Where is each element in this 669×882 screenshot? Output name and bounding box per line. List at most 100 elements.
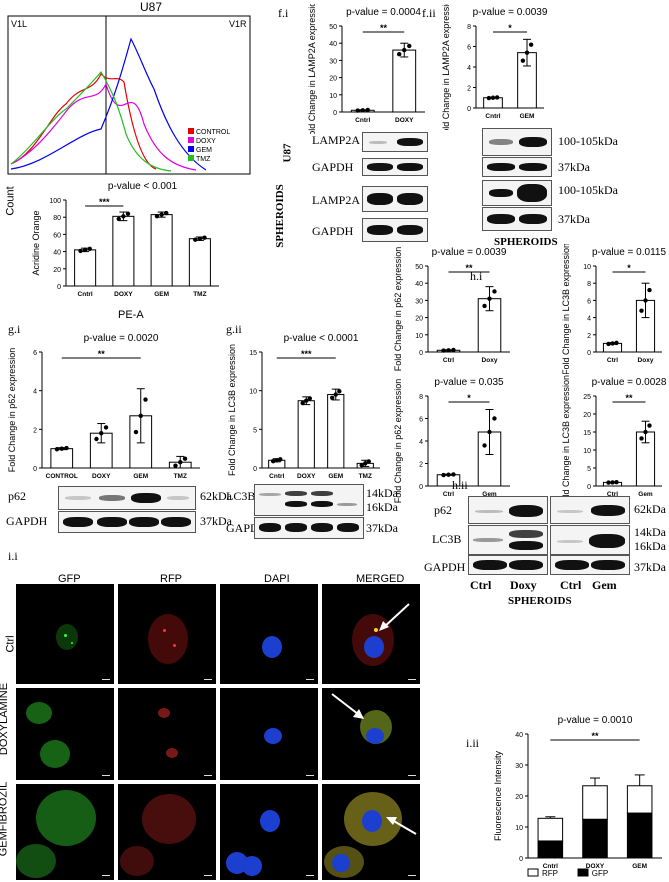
chart-title: p-value = 0.0115 (592, 247, 666, 258)
bar-rfp (537, 817, 564, 842)
y-tick-label: 40 (415, 281, 423, 288)
y-tick-label: 4 (467, 65, 471, 72)
hii-lane-gem: Gem (592, 578, 617, 592)
data-point (164, 210, 169, 216)
y-tick-label: 4 (419, 439, 423, 446)
mic-doxy-merged (322, 688, 420, 780)
y-tick-label: 0 (467, 106, 471, 113)
y-tick-label: 40 (515, 732, 523, 739)
x-tick-label: DOXY (586, 863, 605, 870)
chart-ylabel: Fold Change in p62 expression (393, 247, 403, 372)
gii-protein-lc3b: LC3B (226, 489, 256, 503)
bar (297, 400, 315, 469)
flow-legend: CONTROL DOXY GEM TMZ (188, 128, 230, 164)
y-tick-label: 50 (329, 24, 337, 31)
kda-gii-14: 14kDa (366, 486, 398, 500)
legend-gem: GEM (188, 146, 230, 155)
data-point (87, 246, 92, 252)
x-tick-label: GEM (632, 863, 647, 870)
chart-title: p-value < 0.001 (108, 181, 178, 192)
kda-sph-gapdh: 37kDa (558, 212, 590, 226)
chart-fii: p-value = 0.0039 Fold Change in LAMP2A ex… (441, 4, 548, 130)
data-point (647, 423, 652, 428)
data-point (492, 416, 497, 421)
chart-fi: p-value = 0.0004 Fold Change in LAMP2A ex… (307, 4, 425, 134)
data-point (487, 429, 492, 435)
y-tick-label: 20 (53, 267, 61, 274)
y-tick-label: 20 (515, 794, 523, 801)
blot-hii-p62-doxy (468, 496, 548, 524)
legend-swatch-control (188, 128, 194, 134)
chart-ylabel: Fluorescence Intensity (493, 750, 503, 841)
x-tick-label: DOXY (92, 473, 111, 480)
y-tick-label: 20 (329, 76, 337, 83)
chart-ylabel: Fold Change in p62 expression (393, 379, 403, 504)
data-point (446, 348, 451, 353)
y-tick-label: 2 (467, 86, 471, 93)
y-tick-label: 4 (33, 389, 37, 396)
data-point (451, 347, 456, 353)
data-point (359, 463, 364, 468)
data-point (441, 472, 446, 478)
kda-hii-gapdh: 37kDa (634, 560, 666, 574)
y-tick-label: 100 (49, 198, 61, 205)
data-point (643, 429, 648, 435)
data-point (606, 341, 611, 347)
mic-doxy-dapi (220, 688, 318, 780)
data-point (133, 429, 139, 435)
legend-label-gem: GEM (196, 147, 212, 154)
x-tick-label: CONTROL (46, 473, 78, 480)
bar-gfp (537, 840, 564, 859)
chart-ylabel: Fold Change in LAMP2A expression (307, 4, 317, 134)
gi-protein-p62: p62 (8, 489, 26, 503)
flow-xlabel: PE-A (118, 309, 144, 321)
blot-row-label-u87: U87 (281, 143, 294, 163)
y-tick-label: 0 (333, 110, 337, 117)
data-point (197, 236, 203, 241)
y-tick-label: 0 (419, 484, 423, 491)
chart-gii: p-value < 0.0001 Fold Change in LC3B expr… (227, 333, 380, 480)
chart-hi-p62-doxy: p-value = 0.0039 Fold Change in p62 expre… (393, 247, 510, 372)
chart-title: p-value = 0.0020 (84, 333, 159, 344)
data-point (360, 108, 365, 113)
y-tick-label: 50 (415, 264, 423, 271)
data-point (333, 392, 338, 397)
y-tick-label: 25 (583, 394, 591, 401)
bar (392, 49, 417, 113)
data-point (366, 459, 372, 464)
data-point (614, 340, 619, 346)
data-point (270, 458, 276, 464)
data-point (116, 216, 121, 222)
chart-title: p-value = 0.035 (434, 377, 504, 388)
chart-iii: p-value = 0.0010 Fluorescence Intensity 0 1… (493, 715, 662, 878)
x-tick-label: Ctrl (443, 357, 454, 364)
panel-label-hii: h.ii (452, 478, 468, 492)
gi-protein-gapdh: GAPDH (6, 514, 48, 528)
y-tick-label: 0 (519, 856, 523, 863)
chart-ylabel: Fold Change in LC3B expression (561, 244, 571, 374)
x-tick-label: TMZ (359, 473, 372, 480)
legend-doxy: DOXY (188, 137, 230, 146)
panel-label-gii: g.ii (226, 322, 242, 336)
x-tick-label: GEM (154, 291, 169, 298)
data-point (528, 42, 534, 47)
x-tick-label: TMZ (193, 291, 206, 298)
kda-gi-gapdh: 37kDa (200, 514, 232, 528)
blot-hii-lc3b-gem (550, 525, 630, 555)
y-tick-label: 10 (415, 333, 423, 340)
data-point (274, 458, 279, 463)
arrow-icon (386, 817, 417, 835)
data-point (173, 463, 178, 468)
mic-doxy-gfp (16, 688, 114, 780)
data-point (121, 214, 126, 219)
mic-col-merged: MERGED (356, 573, 405, 585)
y-tick-label: 30 (329, 58, 337, 65)
legend-label-rfp: RFP (542, 869, 558, 878)
mic-col-gfp: GFP (58, 573, 81, 585)
chart-hi-lc3b-doxy: p-value = 0.0115 Fold Change in LC3B expr… (561, 244, 666, 374)
data-point (520, 58, 526, 63)
data-point (193, 237, 198, 242)
chart-e: p-value < 0.001 Acridine Orange 0 20 40 60 80 1… (31, 181, 219, 298)
significance-stars: *** (301, 349, 312, 359)
fii-group-label: SPHEROIDS (494, 236, 558, 248)
